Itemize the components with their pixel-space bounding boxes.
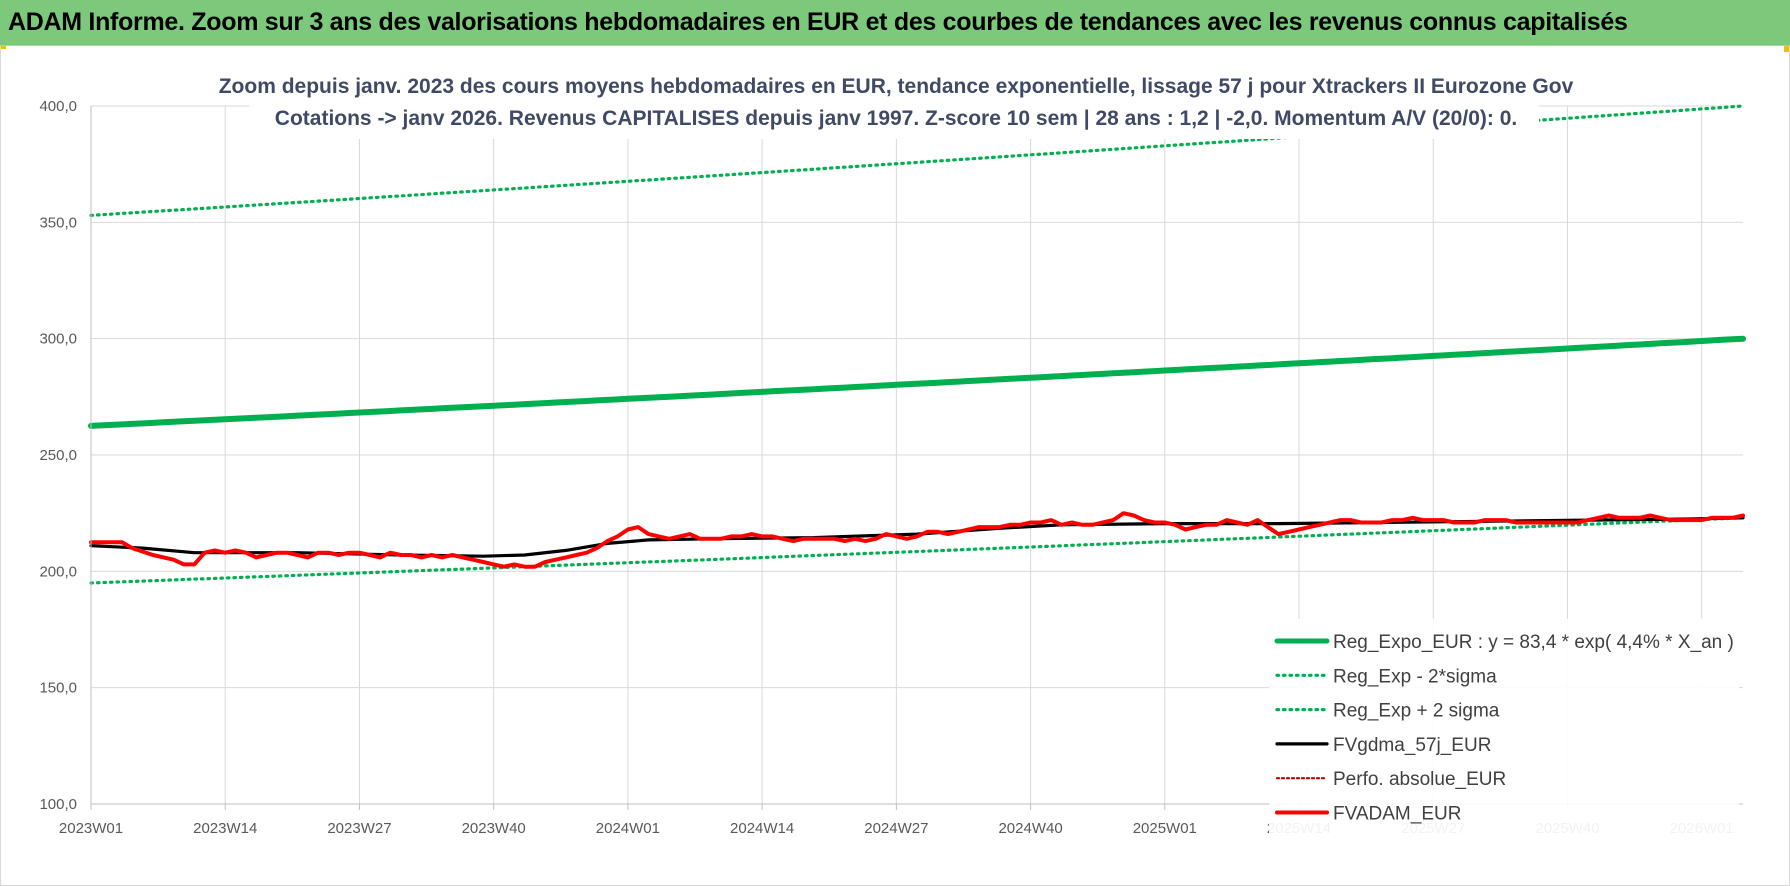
legend-label: Reg_Expo_EUR : y = 83,4 * exp( 4,4% * X_… (1333, 632, 1734, 653)
fvadam-line (89, 511, 1745, 569)
x-tick-label: 2023W14 (193, 820, 257, 837)
x-tick-label: 2023W27 (327, 820, 391, 837)
right-corner-marker (1784, 46, 1790, 52)
reg-expo-line (88, 335, 1746, 429)
chart-area: 100,0 150,0 200,0 250,0 300,0 350,0 400,0 2023W… (39, 61, 1746, 837)
report-title: ADAM Informe. Zoom sur 3 ans des valoris… (8, 8, 1628, 36)
y-tick-label: 150,0 (39, 680, 77, 697)
x-tick-label: 2025W01 (1133, 820, 1197, 837)
y-tick-label: 300,0 (39, 331, 77, 348)
x-tick-label: 2024W27 (864, 820, 928, 837)
x-tick-label: 2023W40 (462, 820, 526, 837)
series-layer (88, 104, 1746, 585)
x-tick-label: 2024W40 (998, 820, 1062, 837)
legend-label: Perfo. absolue_EUR (1333, 769, 1506, 790)
legend-label: FVgdma_57j_EUR (1333, 735, 1491, 756)
chart-frame: 100,0 150,0 200,0 250,0 300,0 350,0 400,0 2023W… (0, 46, 1790, 886)
legend-label: Reg_Exp - 2*sigma (1333, 666, 1497, 687)
legend-label: FVADAM_EUR (1333, 804, 1461, 825)
subtitle-background (249, 61, 1539, 139)
y-tick-label: 100,0 (39, 796, 77, 813)
y-tick-label: 250,0 (39, 447, 77, 464)
chart-subtitle-line2: Cotations -> janv 2026. Revenus CAPITALI… (275, 107, 1517, 130)
x-tick-label: 2024W01 (596, 820, 660, 837)
legend-label: Reg_Exp + 2 sigma (1333, 701, 1500, 722)
y-tick-label: 350,0 (39, 214, 77, 231)
left-corner-marker (0, 46, 6, 49)
chart-legend: Reg_Expo_EUR : y = 83,4 * exp( 4,4% * X_… (1269, 619, 1739, 837)
y-tick-label: 400,0 (39, 98, 77, 115)
reg-minus-2sigma-line (89, 516, 1745, 585)
chart-subtitle-line1: Zoom depuis janv. 2023 des cours moyens … (219, 75, 1574, 98)
title-banner: ADAM Informe. Zoom sur 3 ans des valoris… (0, 0, 1790, 46)
x-tick-label: 2023W01 (59, 820, 123, 837)
legend-background (1269, 619, 1739, 837)
y-tick-label: 200,0 (39, 563, 77, 580)
x-tick-label: 2024W14 (730, 820, 794, 837)
